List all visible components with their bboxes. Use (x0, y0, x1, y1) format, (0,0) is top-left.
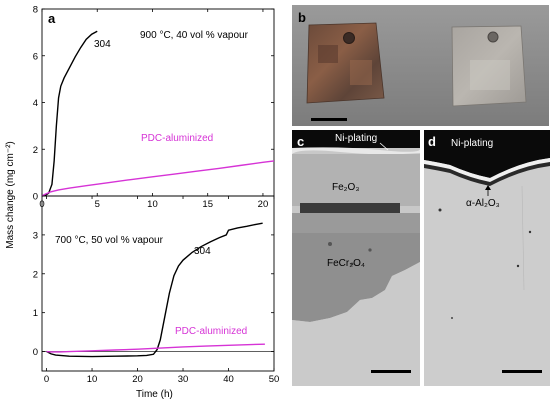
chart-lower-ytick-label: 3 (33, 230, 38, 241)
chart-a-ytick-label: 2 (33, 145, 38, 156)
scale-bar-d (502, 370, 542, 373)
chart-lower-xtick-label: 40 (223, 374, 234, 385)
sample-304 (306, 22, 385, 104)
label-ni-plating-d: Ni-plating (451, 138, 493, 149)
chart-a-xtick-label: 15 (202, 199, 213, 210)
photo-b: b (292, 5, 549, 126)
scale-bar-c (371, 370, 411, 373)
sample-304-hole (343, 32, 355, 44)
chart-lower-series-304 (46, 222, 263, 358)
chart-lower-ytick-label: 0 (33, 347, 38, 358)
chart-a-ytick-label: 0 (33, 192, 38, 203)
chart-lower-label-pdc: PDC-aluminized (175, 326, 247, 337)
chart-lower-xtick-label: 50 (269, 374, 280, 385)
chart-lower-xtick-label: 0 (44, 374, 49, 385)
chart-a-xtick-label: 10 (147, 199, 158, 210)
chart-lower-xtick-label: 30 (178, 374, 189, 385)
panel-letter-b: b (298, 10, 306, 25)
label-fe2o3: Fe₂O₃ (332, 182, 359, 193)
y-axis-label: Mass change (mg cm⁻²) (5, 141, 16, 249)
chart-a-xtick-label: 5 (95, 199, 100, 210)
panel-letter-a: a (48, 11, 56, 26)
sem-d: d Ni-plating α-Al₂O₃ (424, 130, 550, 386)
label-alumina: α-Al₂O₃ (466, 198, 500, 209)
chart-lower-xtick-label: 20 (132, 374, 143, 385)
chart-a-series (41, 30, 275, 197)
label-ni-plating-c: Ni-plating (335, 133, 377, 144)
chart-lower-series (46, 222, 265, 358)
chart-a-ytick-label: 8 (33, 5, 38, 16)
panel-letter-d: d (428, 134, 436, 149)
chart-a-xtick-label: 20 (258, 199, 269, 210)
chart-lower-label-304: 304 (194, 246, 211, 257)
chart-a-condition: 900 °C, 40 vol % vapour (140, 30, 249, 41)
chart-a-label-304: 304 (94, 39, 111, 50)
label-fecr2o4: FeCr₂O₄ (327, 258, 365, 269)
chart-lower-condition: 700 °C, 50 vol % vapour (55, 235, 164, 246)
chart-lower-ytick-label: 1 (33, 308, 38, 319)
chart-a-series-304 (41, 30, 98, 197)
chart-a-label-pdc: PDC-aluminized (141, 133, 213, 144)
sample-pdc (451, 25, 527, 107)
chart-a-ytick-label: 4 (33, 98, 38, 109)
chart-lower-frame (41, 195, 275, 372)
chart-a-series-pdc-aluminized (41, 160, 275, 197)
chart-lower-xtick-label: 10 (87, 374, 98, 385)
sample-pdc-hole (487, 31, 499, 43)
panel-letter-c: c (297, 134, 304, 149)
chart-lower-series-pdc-aluminized (46, 343, 265, 353)
sem-c: c Ni-plating Fe₂O₃ FeCr₂O₄ (292, 130, 420, 386)
chart-a-ytick-label: 6 (33, 51, 38, 62)
chart-lower-xlabel: Time (h) (136, 389, 173, 400)
chart-lower-ytick-label: 2 (33, 269, 38, 280)
scale-bar-b (311, 118, 347, 121)
